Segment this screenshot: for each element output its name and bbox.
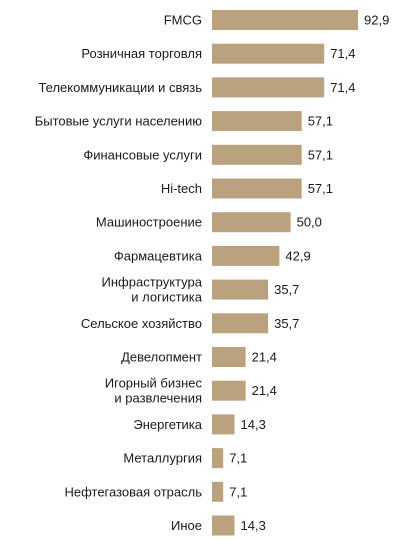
bar — [212, 245, 280, 266]
bar — [212, 515, 235, 536]
category-label: Фармацевтика — [114, 248, 203, 263]
category-label: и развлечения — [114, 391, 202, 406]
bar — [212, 144, 302, 165]
data-label: 57,1 — [308, 147, 333, 162]
bar — [212, 414, 235, 435]
data-label: 14,3 — [241, 518, 266, 533]
category-label: Бытовые услуги населению — [35, 114, 203, 129]
category-label: Машиностроение — [96, 215, 202, 230]
data-label: 35,7 — [274, 282, 299, 297]
category-label: Инфраструктура — [102, 275, 203, 290]
data-label: 7,1 — [229, 484, 247, 499]
category-label: Сельское хозяйство — [81, 316, 202, 331]
bar — [212, 380, 246, 401]
bar — [212, 212, 291, 233]
bar — [212, 43, 325, 64]
bar — [212, 481, 224, 502]
bar — [212, 347, 246, 367]
category-label: Энергетика — [133, 417, 202, 432]
category-label: Розничная торговля — [81, 46, 202, 61]
category-label: Hi-tech — [161, 181, 202, 196]
category-label: Нефтегазовая отрасль — [64, 484, 202, 499]
data-label: 57,1 — [308, 181, 333, 196]
bar — [212, 111, 302, 132]
bar — [212, 313, 269, 334]
category-label: и логистика — [131, 290, 203, 305]
data-label: 71,4 — [330, 46, 355, 61]
category-label: Металлургия — [123, 451, 202, 466]
data-label: 50,0 — [297, 215, 322, 230]
category-label: Финансовые услуги — [83, 147, 202, 162]
data-label: 92,9 — [364, 13, 389, 28]
bar — [212, 448, 224, 469]
category-label: Иное — [171, 518, 202, 533]
data-label: 35,7 — [274, 316, 299, 331]
data-label: 14,3 — [241, 417, 266, 432]
data-label: 57,1 — [308, 114, 333, 129]
data-label: 21,4 — [252, 383, 277, 398]
bar — [212, 279, 269, 300]
bar — [212, 10, 358, 30]
data-label: 21,4 — [252, 350, 277, 365]
bar — [212, 178, 302, 199]
bar — [212, 77, 325, 98]
data-label: 42,9 — [285, 248, 310, 263]
category-label: Игорный бизнес — [105, 376, 203, 391]
category-label: Девелопмент — [121, 350, 202, 365]
data-label: 7,1 — [229, 451, 247, 466]
data-label: 71,4 — [330, 80, 355, 95]
category-label: Телекоммуникации и связь — [38, 80, 202, 95]
category-label: FMCG — [164, 13, 202, 28]
